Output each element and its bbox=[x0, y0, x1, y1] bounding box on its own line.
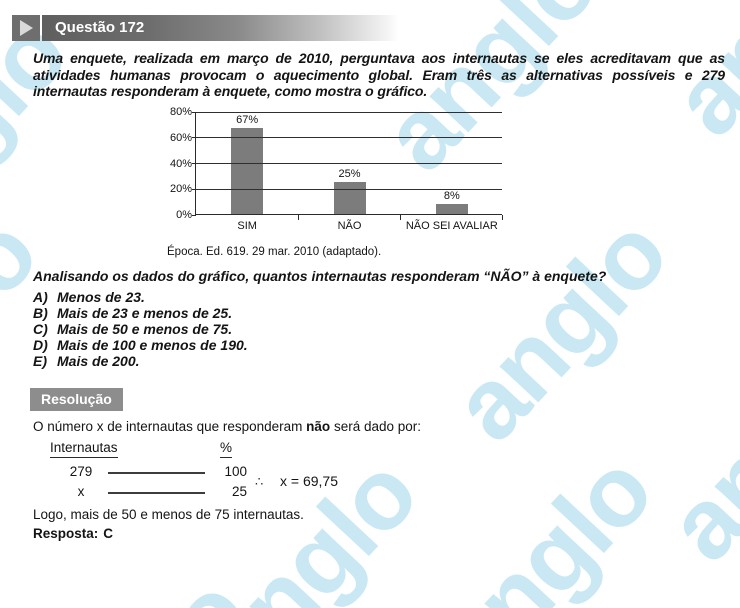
option-letter: A) bbox=[33, 289, 48, 305]
resolution-intro: O número x de internautas que respondera… bbox=[33, 419, 421, 434]
x-tick-mark bbox=[502, 215, 503, 220]
option-letter: B) bbox=[33, 305, 48, 321]
table-col2-header: % bbox=[205, 440, 247, 458]
answer-value: C bbox=[103, 526, 114, 541]
resolution-header: Resolução bbox=[30, 388, 123, 411]
option-letter: C) bbox=[33, 321, 48, 337]
resolution-conclusion: Logo, mais de 50 e menos de 75 internaut… bbox=[33, 507, 304, 522]
option-letter: E) bbox=[33, 353, 47, 369]
chart-gridline bbox=[196, 163, 502, 164]
proportion-connector-line bbox=[108, 492, 205, 494]
option-text: Mais de 100 e menos de 190. bbox=[57, 337, 248, 353]
option-text: Mais de 23 e menos de 25. bbox=[57, 305, 233, 321]
chart-plot-area: 67% SIM 25% NÃO 8% NÃO SEI AVALIAR bbox=[192, 111, 503, 232]
question-title: Questão 172 bbox=[55, 19, 145, 36]
table-cell-internautas-1: 279 bbox=[69, 464, 93, 479]
option-text: Mais de 50 e menos de 75. bbox=[57, 321, 233, 337]
y-tick-label: 60% bbox=[169, 131, 192, 144]
table-cell-percent-2: 25 bbox=[231, 484, 247, 499]
answer-line: Resposta: C bbox=[33, 526, 113, 541]
table-col1-header: Internautas bbox=[50, 440, 118, 458]
bar-value-label: 67% bbox=[236, 113, 259, 126]
proportion-connector-line bbox=[108, 472, 205, 474]
option-text: Menos de 23. bbox=[57, 289, 145, 305]
question-intro-paragraph: Uma enquete, realizada em março de 2010,… bbox=[33, 50, 725, 99]
question-text: Analisando os dados do gráfico, quantos … bbox=[33, 268, 607, 284]
chart-bar-1 bbox=[231, 127, 264, 214]
option-c: C) Mais de 50 e menos de 75. bbox=[33, 321, 248, 337]
x-tick-mark bbox=[400, 215, 402, 220]
resolution-header-label: Resolução bbox=[41, 391, 112, 407]
x-category-label: NÃO SEI AVALIAR bbox=[405, 220, 498, 232]
table-cell-internautas-2: x bbox=[77, 484, 85, 499]
x-category-label: NÃO bbox=[337, 220, 362, 232]
option-text: Mais de 200. bbox=[57, 353, 140, 369]
table-cell-percent-1: 100 bbox=[224, 464, 247, 479]
therefore-symbol: ∴ bbox=[255, 474, 264, 489]
header-arrow-box bbox=[12, 15, 40, 41]
question-header-bar: Questão 172 bbox=[12, 15, 398, 41]
option-d: D) Mais de 100 e menos de 190. bbox=[33, 337, 248, 353]
resolution-intro-before: O número x de internautas que respondera… bbox=[33, 419, 307, 434]
answer-label: Resposta: bbox=[33, 526, 99, 541]
chart-bar-3 bbox=[435, 203, 468, 214]
y-tick-mark bbox=[192, 188, 196, 190]
y-tick-mark bbox=[192, 163, 196, 164]
chart-y-axis-labels: 80% 60% 40% 20% 0% bbox=[160, 106, 192, 221]
table-col1-header-text: Internautas bbox=[50, 440, 118, 458]
table-col2-header-text: % bbox=[219, 440, 232, 458]
x-tick-mark bbox=[297, 215, 299, 220]
question-title-bar: Questão 172 bbox=[42, 15, 398, 41]
y-tick-mark bbox=[192, 214, 196, 216]
play-arrow-icon bbox=[19, 20, 33, 36]
option-b: B) Mais de 23 e menos de 25. bbox=[33, 305, 248, 321]
y-tick-label: 80% bbox=[169, 106, 192, 118]
y-tick-mark bbox=[192, 137, 196, 139]
resolution-intro-bold: não bbox=[306, 419, 331, 434]
result-value: x = 69,75 bbox=[280, 473, 338, 489]
y-tick-label: 20% bbox=[169, 183, 192, 196]
options-list: A) Menos de 23. B) Mais de 23 e menos de 2… bbox=[33, 289, 248, 369]
chart-gridline bbox=[196, 111, 502, 113]
chart-gridline bbox=[196, 188, 502, 190]
bar-value-label: 25% bbox=[338, 167, 361, 180]
option-e: E) Mais de 200. bbox=[33, 353, 248, 369]
y-tick-label: 0% bbox=[176, 209, 192, 221]
x-category-label: SIM bbox=[237, 220, 257, 232]
resolution-intro-after: será dado por: bbox=[330, 419, 421, 434]
chart-gridline bbox=[196, 137, 502, 139]
option-a: A) Menos de 23. bbox=[33, 289, 248, 305]
y-tick-mark bbox=[192, 111, 196, 113]
proportion-table: Internautas % 279 100 x 25 ∴ x = 69,75 bbox=[50, 440, 380, 504]
chart-bar-2 bbox=[333, 181, 366, 214]
bar-chart: 80% 60% 40% 20% 0% 67% SIM 25% NÃO 8% NÃO SEI AVA… bbox=[160, 106, 510, 238]
bar-value-label: 8% bbox=[443, 189, 460, 202]
option-letter: D) bbox=[33, 337, 48, 353]
source-citation: Época. Ed. 619. 29 mar. 2010 (adaptado). bbox=[167, 246, 382, 258]
y-tick-label: 40% bbox=[169, 157, 192, 170]
